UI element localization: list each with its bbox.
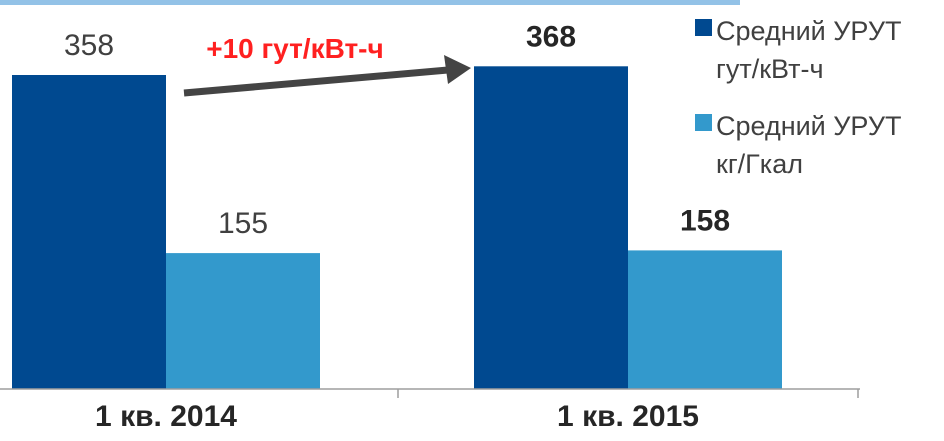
legend-swatch <box>695 114 712 131</box>
data-label: 358 <box>64 29 114 62</box>
bar-kg-0 <box>166 253 320 389</box>
x-tick-label: 1 кв. 2015 <box>557 400 699 433</box>
legend-label: гут/кВт-ч <box>716 54 824 84</box>
top-strip <box>0 0 740 5</box>
legend-label: Средний УРУТ <box>716 16 901 46</box>
legend-label: кг/Гкал <box>716 149 803 179</box>
arrow-line <box>183 66 449 97</box>
bar-gut-0 <box>12 75 166 389</box>
data-label: 155 <box>218 207 268 240</box>
annotation-text: +10 гут/кВт-ч <box>206 33 384 64</box>
data-label: 368 <box>526 20 576 53</box>
bar-gut-1 <box>474 66 628 390</box>
x-tick-label: 1 кв. 2014 <box>95 400 237 433</box>
bar-kg-1 <box>628 250 782 389</box>
arrow-head <box>444 55 471 84</box>
legend-swatch <box>695 19 712 36</box>
data-label: 158 <box>680 204 730 237</box>
legend-label: Средний УРУТ <box>716 111 901 141</box>
